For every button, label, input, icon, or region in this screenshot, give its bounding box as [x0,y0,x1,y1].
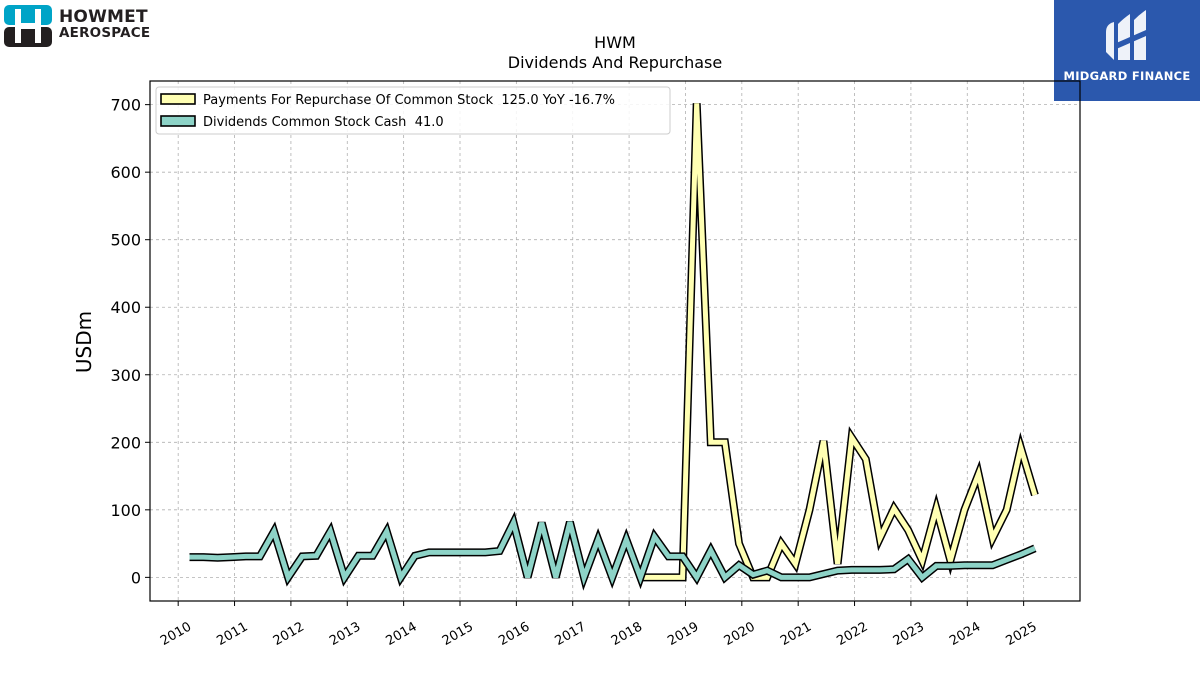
midgard-logo-text: MIDGARD FINANCE [1063,69,1191,83]
chart-subtitle: Dividends And Repurchase [508,53,722,72]
y-tick-label: 700 [110,96,141,115]
x-tick-label: 2018 [609,619,645,649]
howmet-logo-mark [4,5,52,47]
x-tick-label: 2010 [158,619,194,649]
howmet-logo-line2: AEROSPACE [59,25,151,41]
legend: Payments For Repurchase Of Common Stock … [155,86,671,135]
legend-label-dividends: Dividends Common Stock Cash 41.0 [203,115,444,130]
y-tick-label: 500 [110,231,141,250]
y-tick-label: 300 [110,366,141,385]
series-layer [189,103,1039,591]
x-tick-label: 2011 [214,619,250,649]
y-axis-label: USDm [72,311,96,373]
x-tick-label: 2024 [947,619,983,649]
y-tick-label: 100 [110,501,141,520]
chart-title: HWM [594,33,636,52]
x-tick-label: 2019 [665,619,701,649]
y-tick-label: 0 [131,568,141,587]
y-tick-label: 400 [110,298,141,317]
legend-swatch-dividends [160,115,196,127]
x-tick-label: 2014 [383,619,419,649]
x-tick-label: 2025 [1003,619,1039,649]
x-tick-label: 2015 [440,619,476,649]
y-tick-label: 200 [110,433,141,452]
y-tick-label: 600 [110,163,141,182]
x-tick-label: 2013 [327,619,363,649]
x-tick-label: 2016 [496,619,532,649]
x-tick-label: 2022 [834,619,870,649]
x-tick-label: 2017 [553,619,589,649]
x-tick-label: 2012 [271,619,307,649]
x-tick-label: 2020 [722,619,758,649]
legend-box [155,86,671,135]
series-repurchase-line [640,103,1038,580]
series-dividends-line [189,515,1036,586]
midgard-finance-logo: MIDGARD FINANCE [1054,0,1200,101]
howmet-logo: HOWMET AEROSPACE [0,0,175,50]
midgard-logo-mark [1106,10,1146,60]
x-tick-label: 2023 [891,619,927,649]
plot-frame [149,80,1081,602]
x-tick-label: 2021 [778,619,814,649]
legend-swatch-repurchase [160,93,196,105]
legend-label-repurchase: Payments For Repurchase Of Common Stock … [203,93,615,108]
howmet-logo-line1: HOWMET [59,7,148,27]
